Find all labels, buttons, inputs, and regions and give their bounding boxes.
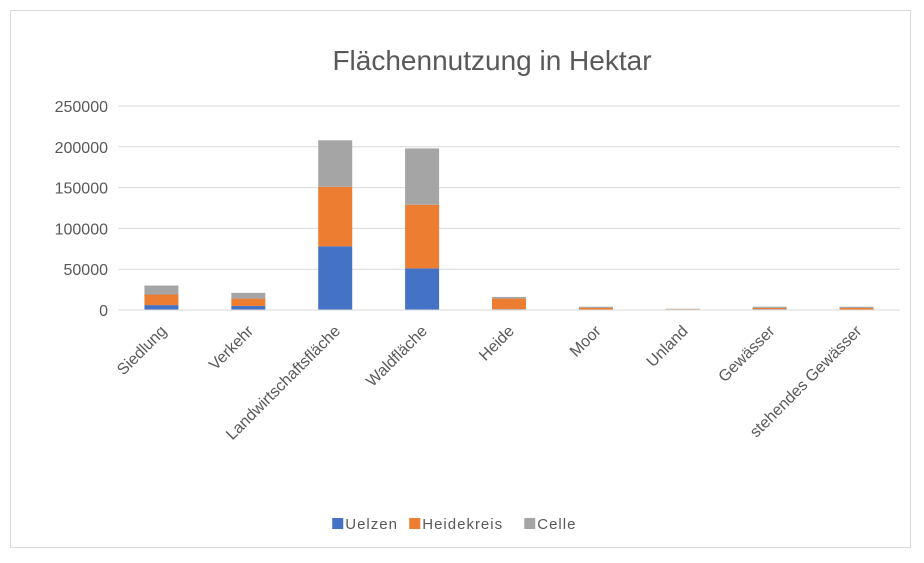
y-tick-label: 0 (99, 303, 108, 320)
y-tick-label: 50000 (64, 262, 109, 279)
bar-segment (405, 205, 439, 269)
y-tick-label: 100000 (55, 221, 108, 238)
legend-label: Celle (537, 516, 576, 533)
legend-label: Heidekreis (422, 516, 503, 533)
bar-segment (492, 299, 526, 310)
legend-swatch (409, 518, 420, 529)
bar-segment (231, 293, 265, 299)
y-tick-label: 200000 (55, 140, 108, 157)
bar-segment (840, 307, 874, 308)
bar-segment (144, 286, 178, 295)
bar-segment (579, 308, 613, 310)
bar-segment (318, 140, 352, 187)
chart-title: Flächennutzung in Hektar (332, 45, 651, 76)
bar-segment (405, 148, 439, 204)
bar-segment (753, 307, 787, 308)
bar-segment (231, 306, 265, 310)
bar-segment (144, 294, 178, 305)
y-tick-label: 250000 (55, 99, 108, 116)
chart-frame (11, 11, 911, 548)
bar-segment (405, 268, 439, 310)
bar-segment (318, 246, 352, 310)
bar-segment (579, 307, 613, 308)
legend-label: Uelzen (345, 516, 398, 533)
bar-segment (753, 308, 787, 309)
bar-segment (840, 308, 874, 310)
bar-segment (318, 187, 352, 247)
legend-swatch (332, 518, 343, 529)
y-tick-label: 150000 (55, 181, 108, 198)
bar-segment (231, 299, 265, 306)
bar-segment (144, 305, 178, 310)
legend-swatch (524, 518, 535, 529)
bar-segment (492, 297, 526, 299)
